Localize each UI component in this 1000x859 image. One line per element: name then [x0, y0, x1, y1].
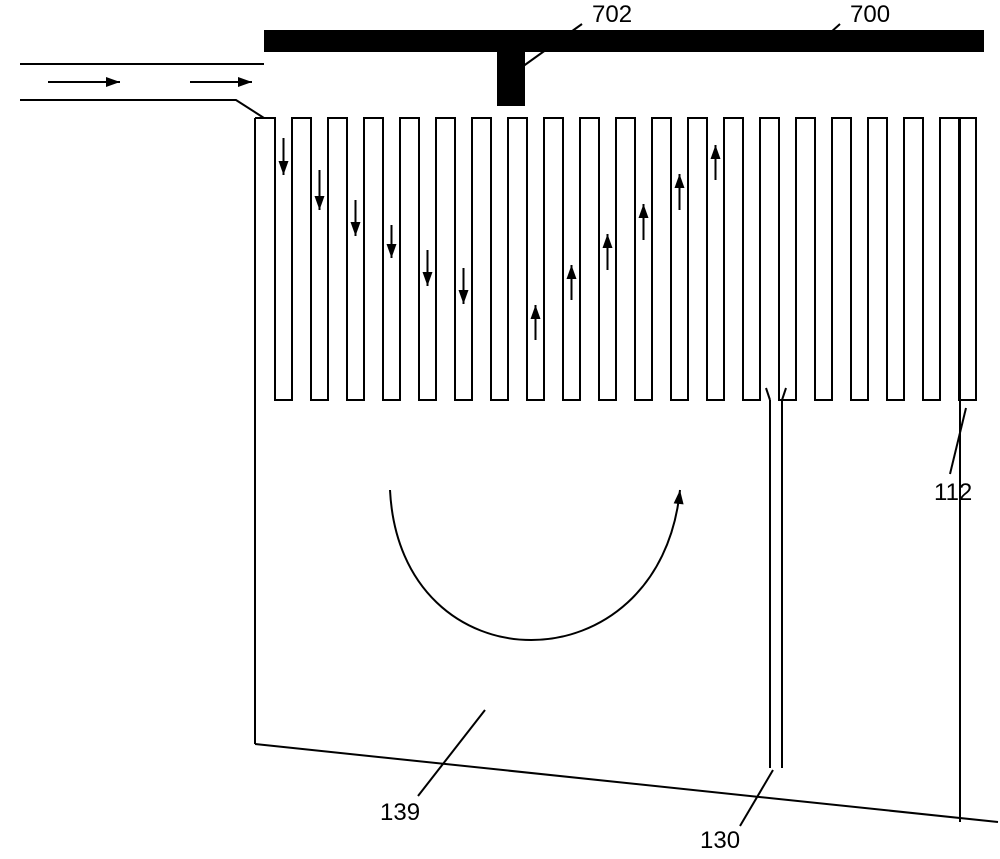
recirculation-arc — [390, 490, 680, 640]
callout-130: 130 — [700, 827, 740, 854]
callout-702: 702 — [592, 1, 632, 28]
callout-112: 112 — [934, 479, 972, 506]
figure-svg: 702 700 112 139 130 — [0, 0, 1000, 859]
top-bar-stem — [497, 52, 525, 106]
callout-139: 139 — [380, 799, 420, 826]
callout-700: 700 — [850, 1, 890, 28]
top-bar — [264, 30, 984, 52]
fin-array — [255, 118, 976, 400]
